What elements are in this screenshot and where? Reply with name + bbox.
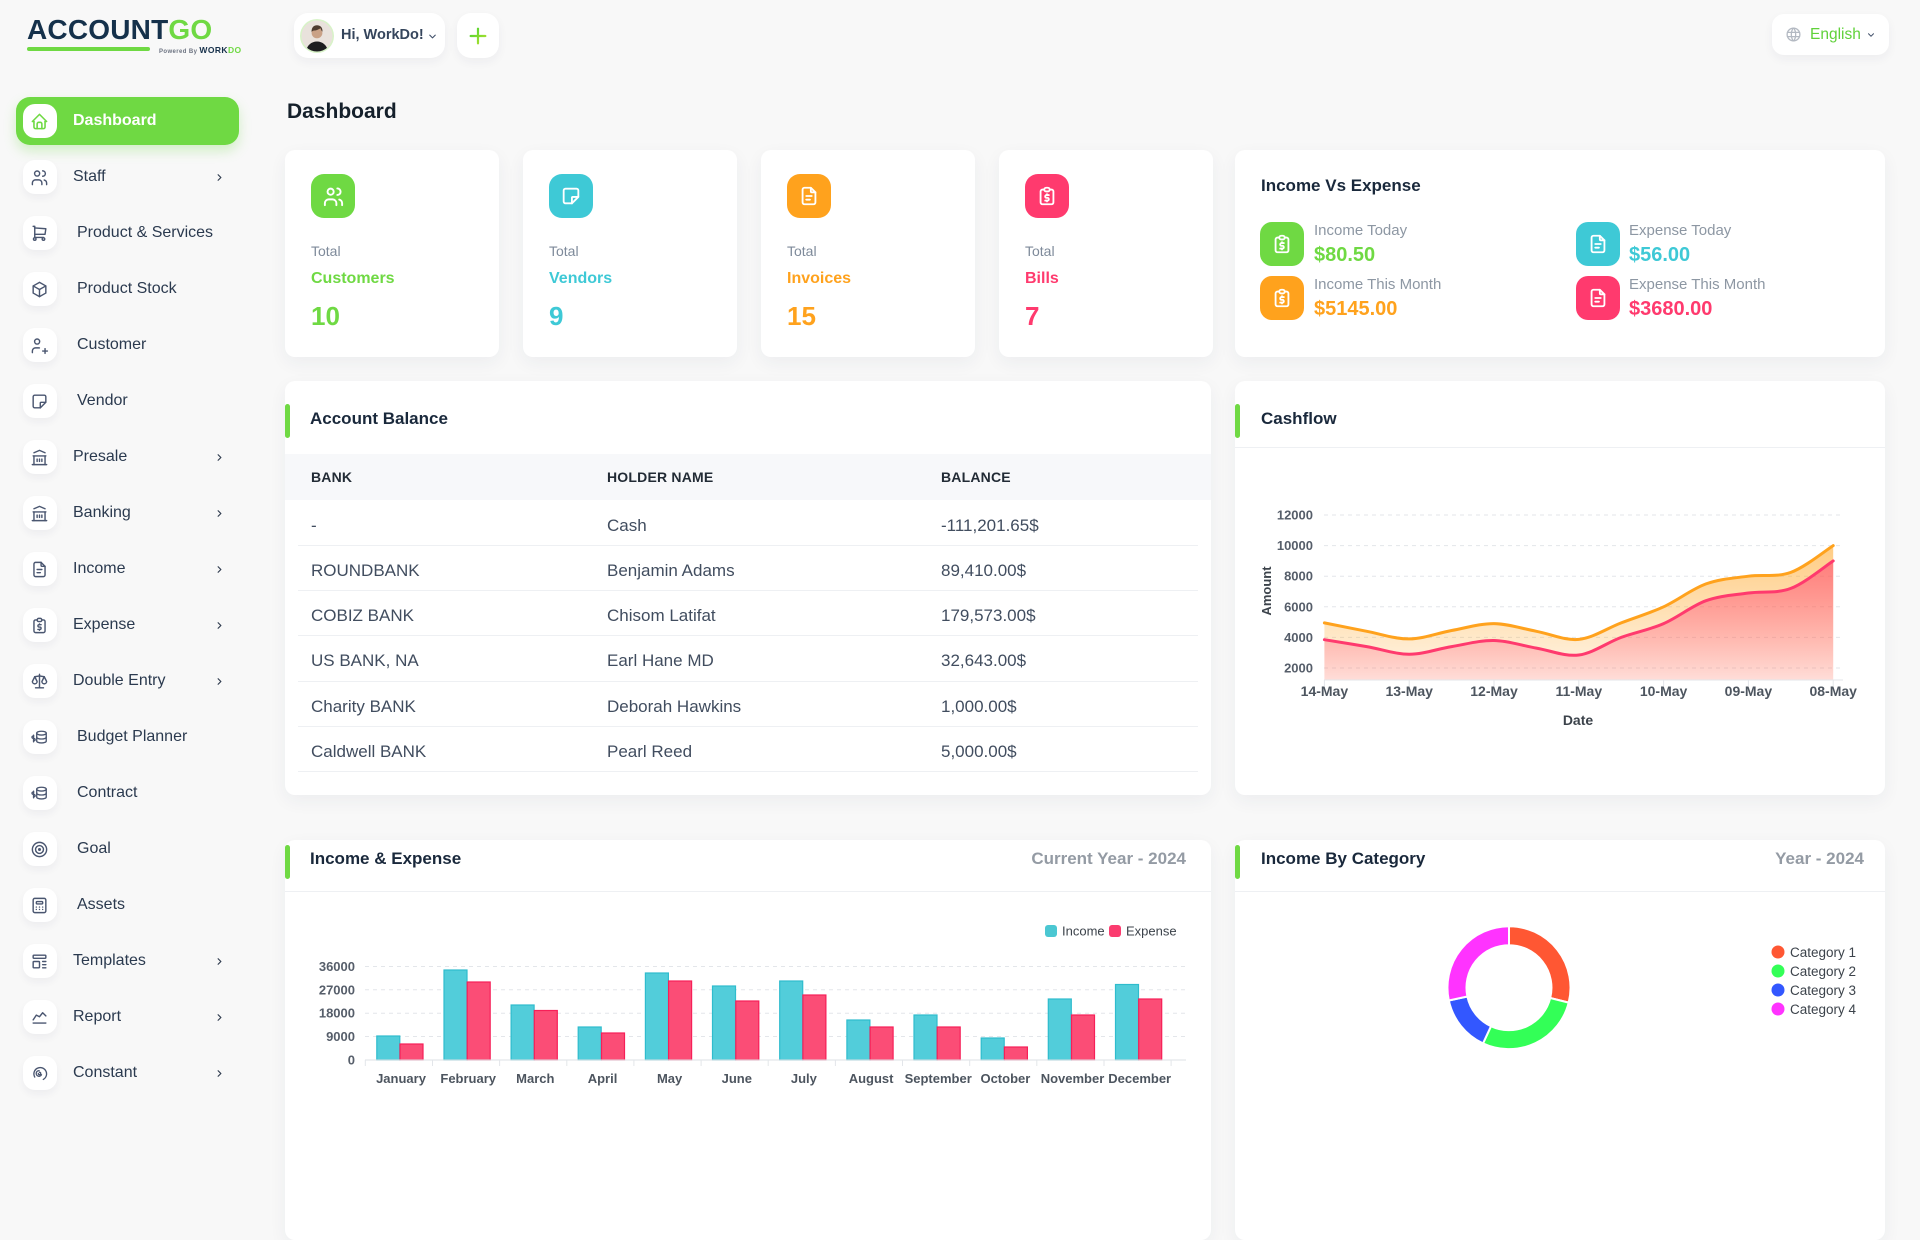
svg-text:11-May: 11-May [1555,683,1602,699]
svg-text:April: April [588,1071,618,1086]
svg-text:18000: 18000 [319,1006,355,1021]
svg-text:08-May: 08-May [1809,683,1857,699]
svg-text:Category 4: Category 4 [1790,1002,1857,1017]
svg-text:June: June [722,1071,752,1086]
svg-text:10000: 10000 [1277,538,1313,553]
svg-text:12-May: 12-May [1470,683,1518,699]
svg-text:36000: 36000 [319,959,355,974]
svg-text:Amount: Amount [1259,566,1274,616]
svg-text:14-May: 14-May [1301,683,1349,699]
svg-text:12000: 12000 [1277,508,1313,523]
svg-text:Expense: Expense [1126,924,1177,939]
svg-text:10-May: 10-May [1640,683,1688,699]
svg-text:Date: Date [1563,712,1594,728]
svg-text:13-May: 13-May [1385,683,1433,699]
svg-text:January: January [376,1071,427,1086]
svg-text:0: 0 [348,1053,355,1068]
svg-text:July: July [791,1071,818,1086]
svg-text:August: August [849,1071,894,1086]
svg-text:8000: 8000 [1284,569,1313,584]
svg-text:27000: 27000 [319,982,355,997]
svg-text:6000: 6000 [1284,599,1313,614]
svg-text:March: March [516,1071,554,1086]
svg-text:Category 2: Category 2 [1790,964,1856,979]
svg-text:Category 1: Category 1 [1790,945,1856,960]
svg-text:Income: Income [1062,924,1105,939]
svg-text:2000: 2000 [1284,661,1313,676]
svg-text:09-May: 09-May [1725,683,1773,699]
svg-text:September: September [905,1071,972,1086]
svg-text:9000: 9000 [326,1029,355,1044]
svg-text:February: February [440,1071,496,1086]
svg-text:October: October [980,1071,1030,1086]
svg-text:May: May [657,1071,683,1086]
svg-text:December: December [1108,1071,1171,1086]
svg-text:November: November [1041,1071,1105,1086]
svg-text:4000: 4000 [1284,630,1313,645]
svg-text:Category 3: Category 3 [1790,983,1856,998]
